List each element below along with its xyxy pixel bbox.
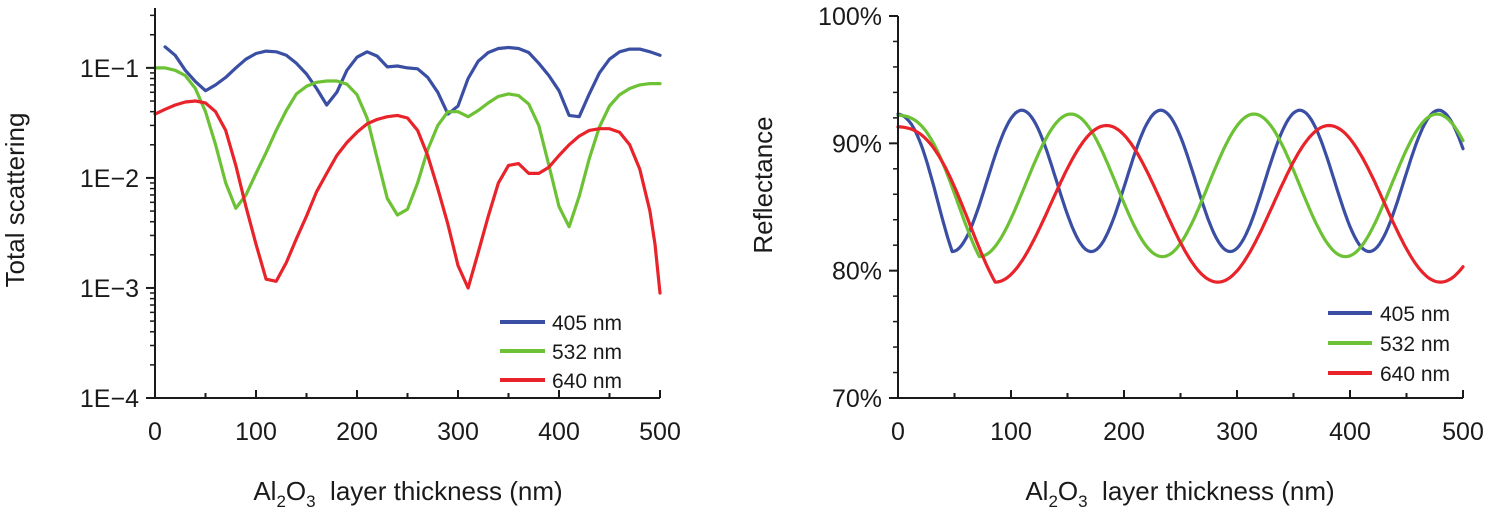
x-tick-label: 100 [990, 418, 1032, 446]
legend-label-640: 640 nm [552, 370, 622, 393]
series-line-405 [163, 45, 662, 119]
legend: 405 nm 532 nm 640 nm [500, 312, 622, 393]
x-tick-label: 500 [639, 418, 681, 446]
chart-reflectance: 0 100 200 300 400 500 70% 80% 90% 100% Reflectanc… [748, 3, 1484, 511]
legend-label-532: 532 nm [552, 341, 622, 364]
x-tick-label: 100 [235, 418, 277, 446]
x-label-rest: layer thickness (nm) [316, 476, 563, 506]
series-line-532 [153, 66, 662, 229]
y-tick-label: 1E−1 [80, 55, 139, 83]
x-axis-label: Al2O3 layer thickness (nm) [253, 476, 562, 511]
series-line-405 [896, 108, 1465, 254]
legend-label-532: 532 nm [1380, 333, 1450, 356]
tick-layer: 0 100 200 300 400 500 1E−4 1E−3 1E−2 1E−1 [80, 14, 681, 446]
x-tick-label: 400 [538, 418, 580, 446]
series-layer [896, 108, 1465, 284]
x-label-sub-3: 3 [1078, 492, 1087, 511]
y-tick-label: 90% [832, 130, 882, 158]
y-tick-label: 1E−3 [80, 275, 139, 303]
x-label-sub-3: 3 [306, 492, 315, 511]
y-tick-label: 70% [832, 385, 882, 413]
y-axis-label: Total scattering [0, 113, 30, 288]
x-label-rest: layer thickness (nm) [1088, 476, 1335, 506]
y-axis-label: Reflectance [748, 116, 778, 253]
x-tick-label: 200 [1103, 418, 1145, 446]
x-tick-label: 300 [1216, 418, 1258, 446]
x-tick-label: 200 [336, 418, 378, 446]
x-label-sub-2: 2 [1048, 492, 1057, 511]
x-label-sub-2: 2 [276, 492, 285, 511]
x-label-o: O [1058, 476, 1078, 506]
series-line-640 [153, 99, 662, 295]
x-tick-label: 400 [1329, 418, 1371, 446]
x-label-o: O [286, 476, 306, 506]
y-tick-label: 1E−2 [80, 165, 139, 193]
x-label-al: Al [253, 476, 276, 506]
y-tick-label: 1E−4 [80, 385, 139, 413]
y-tick-label: 100% [818, 3, 882, 31]
legend: 405 nm 532 nm 640 nm [1328, 303, 1450, 386]
series-layer [153, 45, 662, 295]
legend-label-640: 640 nm [1380, 363, 1450, 386]
chart-total-scattering: 0 100 200 300 400 500 1E−4 1E−3 1E−2 1E−1 Total s… [0, 8, 681, 511]
y-tick-label: 80% [832, 258, 882, 286]
x-tick-label: 500 [1442, 418, 1484, 446]
x-tick-label: 300 [437, 418, 479, 446]
x-label-al: Al [1025, 476, 1048, 506]
legend-label-405: 405 nm [552, 312, 622, 335]
x-tick-label: 0 [891, 418, 905, 446]
series-line-640 [896, 123, 1465, 284]
x-axis-label: Al2O3 layer thickness (nm) [1025, 476, 1334, 511]
x-tick-label: 0 [148, 418, 162, 446]
legend-label-405: 405 nm [1380, 303, 1450, 326]
tick-layer: 0 100 200 300 400 500 70% 80% 90% 100% [818, 3, 1484, 446]
